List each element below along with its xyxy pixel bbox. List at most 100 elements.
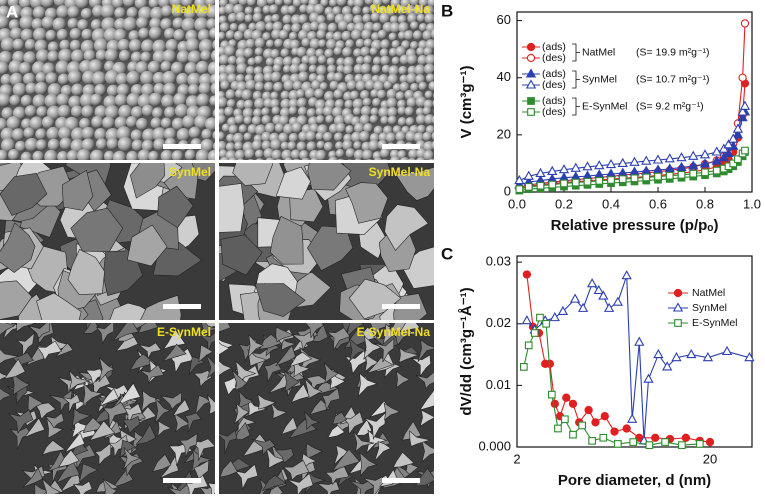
sem-particle bbox=[278, 29, 290, 40]
sem-particle bbox=[271, 13, 281, 23]
sem-particle bbox=[264, 14, 274, 25]
sem-particle bbox=[24, 105, 37, 118]
sem-particle bbox=[418, 23, 428, 32]
sem-particle bbox=[362, 149, 374, 160]
sem-particle bbox=[56, 93, 70, 107]
sem-grain bbox=[219, 360, 233, 376]
sem-particle bbox=[126, 7, 139, 19]
data-point bbox=[612, 296, 623, 306]
sem-particle bbox=[246, 0, 257, 7]
sem-particle bbox=[104, 48, 119, 63]
sem-grain bbox=[11, 372, 31, 396]
sem-particle bbox=[106, 137, 119, 150]
sem-particle bbox=[280, 141, 290, 151]
sem-particle bbox=[329, 0, 338, 8]
sem-particle bbox=[254, 72, 265, 84]
sem-particle bbox=[424, 90, 434, 100]
sem-grain bbox=[304, 377, 323, 400]
data-point bbox=[557, 305, 569, 316]
sem-particle bbox=[293, 158, 301, 160]
sem-grain bbox=[341, 323, 359, 338]
sem-particle bbox=[94, 105, 108, 119]
sem-particle bbox=[183, 6, 197, 20]
sem-grain bbox=[417, 339, 434, 362]
sem-grain bbox=[421, 439, 434, 463]
sem-grain bbox=[98, 356, 115, 383]
data-point bbox=[712, 166, 721, 175]
sem-particle bbox=[235, 73, 245, 83]
sem-particle bbox=[300, 0, 310, 6]
sem-particle bbox=[395, 91, 405, 101]
x-tick-label: 0.8 bbox=[696, 196, 714, 211]
sem-particle bbox=[228, 124, 239, 135]
sem-grain bbox=[162, 328, 186, 350]
sem-particle bbox=[272, 63, 282, 73]
sem-particle bbox=[391, 39, 401, 49]
sem-grain bbox=[0, 323, 16, 336]
sem-particle bbox=[152, 39, 167, 55]
sem-particle bbox=[69, 39, 82, 52]
sem-particle bbox=[399, 74, 409, 84]
sem-particle bbox=[140, 70, 155, 86]
sem-grain bbox=[399, 323, 421, 333]
sem-particle bbox=[269, 4, 279, 15]
sem-particle bbox=[181, 0, 194, 8]
sem-particle bbox=[219, 31, 226, 41]
sem-particle bbox=[135, 117, 149, 131]
panel-label: B bbox=[441, 1, 453, 20]
sem-particle bbox=[12, 82, 27, 97]
sem-grain bbox=[394, 166, 434, 201]
sem-particle bbox=[11, 128, 25, 142]
sem-particle bbox=[433, 108, 434, 113]
sem-particle bbox=[270, 91, 280, 101]
sem-particle bbox=[391, 56, 401, 66]
sem-particle bbox=[428, 158, 434, 160]
x-axis-title: Pore diameter, d (nm) bbox=[558, 472, 711, 489]
sem-particle bbox=[45, 29, 57, 41]
sem-particle bbox=[88, 59, 104, 75]
sem-grain bbox=[36, 292, 82, 320]
sem-particle bbox=[47, 50, 60, 63]
sem-particle bbox=[353, 149, 365, 160]
data-point bbox=[661, 438, 669, 446]
y-axis-title: V (cm³g⁻¹) bbox=[458, 66, 475, 139]
sem-particle bbox=[415, 107, 425, 117]
sem-grain bbox=[234, 463, 259, 490]
sem-particle bbox=[234, 149, 246, 160]
sem-particle bbox=[114, 116, 128, 130]
sem-particle bbox=[8, 4, 24, 20]
data-point bbox=[664, 163, 675, 173]
sem-particle bbox=[36, 49, 50, 63]
sem-grain bbox=[305, 443, 323, 459]
sem-particle bbox=[409, 0, 421, 7]
panel-label: A bbox=[6, 2, 18, 21]
sem-particle bbox=[372, 97, 382, 108]
data-point bbox=[723, 139, 734, 149]
sem-image bbox=[0, 0, 215, 160]
sem-particle bbox=[360, 63, 372, 75]
sem-grain bbox=[102, 477, 118, 494]
sem-grain bbox=[333, 444, 351, 465]
sem-grain bbox=[85, 368, 105, 385]
data-point bbox=[665, 171, 674, 180]
sem-particle bbox=[283, 64, 292, 74]
sem-particle bbox=[0, 73, 13, 86]
sem-particle bbox=[295, 89, 306, 99]
sem-particle bbox=[173, 29, 186, 42]
sem-particle bbox=[435, 64, 444, 73]
sem-particle bbox=[397, 116, 408, 127]
sem-grain bbox=[290, 383, 310, 403]
sem-particle bbox=[9, 27, 23, 41]
sem-particle bbox=[111, 0, 125, 9]
sem-particle bbox=[102, 116, 115, 130]
sem-particle bbox=[79, 117, 91, 130]
sem-particle bbox=[174, 103, 189, 118]
sem-particle bbox=[18, 62, 32, 75]
sem-particle bbox=[274, 38, 284, 48]
sem-particle bbox=[342, 64, 354, 76]
sem-particle bbox=[289, 31, 298, 41]
sem-particle bbox=[241, 89, 253, 101]
sem-grain bbox=[188, 355, 206, 376]
sem-grain bbox=[257, 393, 277, 410]
sem-particle bbox=[185, 37, 200, 53]
